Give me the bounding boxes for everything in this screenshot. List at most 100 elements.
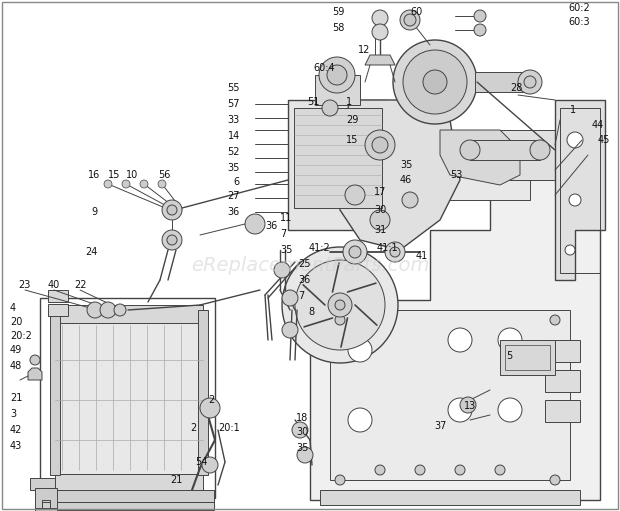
Bar <box>48 290 68 302</box>
Text: 37: 37 <box>434 421 446 431</box>
Circle shape <box>400 10 420 30</box>
Text: 41: 41 <box>416 251 428 261</box>
Text: 54: 54 <box>195 457 207 467</box>
Text: 35: 35 <box>280 245 293 255</box>
Text: 9: 9 <box>92 207 98 217</box>
Bar <box>545 340 580 362</box>
Text: 1: 1 <box>570 105 576 115</box>
Bar <box>500 340 555 375</box>
Circle shape <box>393 40 477 124</box>
Circle shape <box>162 200 182 220</box>
Circle shape <box>297 447 313 463</box>
Bar <box>330 310 570 480</box>
Text: 20:2: 20:2 <box>10 331 32 341</box>
Circle shape <box>167 235 177 245</box>
Text: 28: 28 <box>510 83 523 93</box>
Text: 21: 21 <box>10 393 22 403</box>
Bar <box>42 490 214 502</box>
Bar <box>294 108 382 208</box>
Text: 45: 45 <box>598 135 610 145</box>
Bar <box>430 150 530 200</box>
Text: 7: 7 <box>298 291 304 301</box>
Circle shape <box>569 194 581 206</box>
Circle shape <box>343 240 367 264</box>
Bar <box>35 508 57 511</box>
Text: 56: 56 <box>158 170 170 180</box>
Circle shape <box>403 50 467 114</box>
Text: 21: 21 <box>170 475 182 485</box>
Bar <box>315 75 360 105</box>
Circle shape <box>322 100 338 116</box>
Text: 52: 52 <box>228 147 240 157</box>
Text: 40: 40 <box>48 280 60 290</box>
Text: 23: 23 <box>18 280 30 290</box>
Text: 12: 12 <box>358 45 370 55</box>
Circle shape <box>349 246 361 258</box>
Circle shape <box>158 180 166 188</box>
Circle shape <box>404 14 416 26</box>
Text: 2: 2 <box>190 423 197 433</box>
Text: 11: 11 <box>280 213 292 223</box>
Bar <box>320 490 580 505</box>
Text: 20: 20 <box>10 317 22 327</box>
Circle shape <box>385 242 405 262</box>
Polygon shape <box>440 130 520 185</box>
Circle shape <box>372 137 388 153</box>
Text: 55: 55 <box>228 83 240 93</box>
Text: 17: 17 <box>374 187 386 197</box>
Text: 29: 29 <box>346 115 358 125</box>
Text: 60:3: 60:3 <box>569 17 590 27</box>
Circle shape <box>524 76 536 88</box>
Bar <box>505 345 550 370</box>
Text: 18: 18 <box>296 413 308 423</box>
Circle shape <box>202 457 218 473</box>
Polygon shape <box>30 478 55 490</box>
Circle shape <box>282 247 398 363</box>
Circle shape <box>87 302 103 318</box>
Text: 4: 4 <box>10 303 16 313</box>
Bar <box>560 108 600 273</box>
Bar <box>55 305 203 323</box>
Circle shape <box>335 300 345 310</box>
Bar <box>545 370 580 392</box>
Text: 7: 7 <box>280 229 286 239</box>
Text: 31: 31 <box>374 225 386 235</box>
Circle shape <box>345 185 365 205</box>
Bar <box>48 304 68 316</box>
Bar <box>198 310 208 475</box>
Text: 16: 16 <box>88 170 100 180</box>
Circle shape <box>282 322 298 338</box>
Circle shape <box>550 475 560 485</box>
Circle shape <box>474 10 486 22</box>
Circle shape <box>162 230 182 250</box>
Text: 60:2: 60:2 <box>569 3 590 13</box>
Circle shape <box>365 130 395 160</box>
Text: eReplacementParts.com: eReplacementParts.com <box>191 256 429 275</box>
Text: 25: 25 <box>298 259 311 269</box>
Circle shape <box>415 465 425 475</box>
Text: 30: 30 <box>374 205 386 215</box>
Text: 13: 13 <box>464 401 476 411</box>
Circle shape <box>104 180 112 188</box>
Text: 24: 24 <box>86 247 98 257</box>
Text: 15: 15 <box>346 135 358 145</box>
Circle shape <box>319 57 355 93</box>
Circle shape <box>565 245 575 255</box>
Circle shape <box>100 302 116 318</box>
Text: 42: 42 <box>10 425 22 435</box>
Circle shape <box>372 10 388 26</box>
Circle shape <box>335 475 345 485</box>
Text: 59: 59 <box>332 7 345 17</box>
Text: 51: 51 <box>308 97 320 107</box>
Text: 41:2: 41:2 <box>308 243 330 253</box>
Text: 8: 8 <box>308 307 314 317</box>
Text: 43: 43 <box>10 441 22 451</box>
Polygon shape <box>338 100 460 250</box>
Circle shape <box>455 465 465 475</box>
Text: 35: 35 <box>296 443 308 453</box>
Circle shape <box>245 214 265 234</box>
Circle shape <box>328 293 352 317</box>
Circle shape <box>114 304 126 316</box>
Circle shape <box>402 192 418 208</box>
Text: 27: 27 <box>228 191 240 201</box>
